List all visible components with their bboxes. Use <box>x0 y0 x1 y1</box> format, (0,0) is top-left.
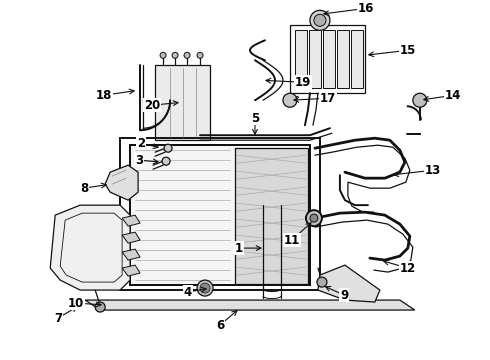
Polygon shape <box>122 215 140 226</box>
Polygon shape <box>122 265 140 276</box>
Text: 18: 18 <box>96 89 134 102</box>
Text: 15: 15 <box>369 44 416 57</box>
Circle shape <box>310 10 330 30</box>
Polygon shape <box>235 148 308 284</box>
Circle shape <box>164 144 172 152</box>
Circle shape <box>200 283 210 293</box>
Circle shape <box>184 52 190 58</box>
Circle shape <box>95 302 105 312</box>
Text: 8: 8 <box>80 182 106 195</box>
Circle shape <box>310 214 318 222</box>
Circle shape <box>283 93 297 107</box>
Polygon shape <box>309 30 321 88</box>
Text: 5: 5 <box>251 112 259 134</box>
Circle shape <box>162 157 170 165</box>
Text: 2: 2 <box>137 137 158 150</box>
Polygon shape <box>50 205 130 290</box>
Text: 20: 20 <box>144 99 178 112</box>
Circle shape <box>197 52 203 58</box>
Text: 12: 12 <box>384 260 416 275</box>
Text: 19: 19 <box>266 76 311 89</box>
Text: 1: 1 <box>235 242 261 255</box>
Polygon shape <box>295 30 307 88</box>
Text: 4: 4 <box>184 285 206 298</box>
Polygon shape <box>105 165 138 200</box>
Circle shape <box>306 210 322 226</box>
Text: 17: 17 <box>294 92 336 105</box>
Text: 6: 6 <box>216 311 237 332</box>
Text: 11: 11 <box>284 223 311 247</box>
Text: 14: 14 <box>424 89 461 102</box>
Circle shape <box>172 52 178 58</box>
Polygon shape <box>122 249 140 260</box>
Circle shape <box>314 14 326 26</box>
Text: 16: 16 <box>324 2 374 15</box>
Circle shape <box>317 277 327 287</box>
Text: 9: 9 <box>325 287 348 302</box>
Polygon shape <box>122 232 140 243</box>
Text: 3: 3 <box>135 154 158 167</box>
Bar <box>290 25 365 93</box>
Circle shape <box>160 52 166 58</box>
Polygon shape <box>318 265 380 302</box>
Polygon shape <box>337 30 349 88</box>
Circle shape <box>197 280 213 296</box>
Polygon shape <box>323 30 335 88</box>
Polygon shape <box>130 145 310 285</box>
Circle shape <box>413 93 427 107</box>
Polygon shape <box>351 30 363 88</box>
Text: 13: 13 <box>394 164 441 177</box>
Bar <box>155 65 210 140</box>
Text: 10: 10 <box>68 297 101 310</box>
Polygon shape <box>85 300 415 310</box>
Text: 7: 7 <box>54 307 77 324</box>
